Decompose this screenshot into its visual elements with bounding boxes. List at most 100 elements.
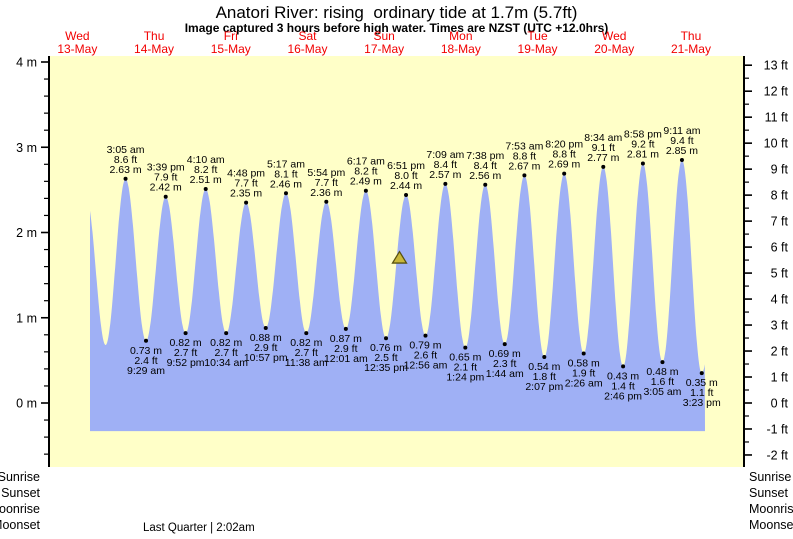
y-axis-right-minor-tick	[744, 129, 749, 131]
day-name-label: Wed	[602, 29, 626, 43]
low-tide-ft-label: 1.9 ft	[572, 368, 595, 380]
high-tide-ft-label: 9.4 ft	[670, 135, 693, 147]
moon-phase-label: Last Quarter | 2:02am	[143, 522, 255, 534]
y-axis-left-tick-label: 1 m	[16, 311, 37, 325]
high-tide-m-label: 2.36 m	[310, 187, 342, 199]
low-tide-time-label: 9:52 pm	[167, 357, 205, 369]
high-tide-m-label: 2.42 m	[150, 182, 182, 194]
y-axis-right-tick-label: 7 ft	[771, 215, 789, 229]
low-tide-time-label: 12:56 am	[404, 360, 448, 372]
high-tide-ft-label: 9.2 ft	[631, 138, 654, 150]
high-tide-point	[601, 164, 606, 169]
low-tide-point	[502, 342, 507, 347]
low-tide-ft-label: 2.1 ft	[454, 362, 477, 374]
y-axis-right-major-tick	[744, 116, 752, 118]
low-tide-time-label: 12:35 pm	[364, 362, 408, 374]
low-tide-point	[263, 325, 268, 330]
high-tide-point	[324, 199, 329, 204]
low-tide-ft-label: 2.3 ft	[493, 358, 516, 370]
high-tide-point	[679, 158, 684, 163]
high-tide-ft-label: 8.4 ft	[474, 160, 497, 172]
low-tide-time-label: 11:38 am	[285, 357, 328, 369]
y-axis-left-minor-tick	[44, 214, 49, 217]
low-tide-m-label: 0.58 m	[568, 358, 600, 370]
y-axis-right-tick-label: 9 ft	[771, 163, 789, 177]
high-tide-time-label: 6:51 pm	[387, 160, 425, 172]
y-axis-right-minor-tick	[744, 155, 749, 157]
day-name-label: Fri	[224, 29, 238, 43]
y-axis-right-tick-label: 6 ft	[771, 241, 789, 255]
y-axis-right-minor-tick	[744, 337, 749, 339]
day-name-label: Sat	[298, 29, 317, 43]
y-axis-left-minor-tick	[44, 334, 49, 336]
y-axis-left-major-tick	[41, 61, 49, 63]
y-axis-right-major-tick	[744, 64, 752, 67]
day-name-label: Sun	[373, 29, 394, 43]
y-axis-right-major-tick	[744, 90, 752, 92]
high-tide-time-label: 3:39 pm	[147, 162, 185, 174]
low-tide-ft-label: 1.6 ft	[651, 376, 674, 388]
day-date-label: 17-May	[364, 42, 404, 56]
low-tide-ft-label: 2.7 ft	[295, 347, 318, 359]
low-tide-ft-label: 2.9 ft	[334, 343, 357, 355]
low-tide-point	[144, 338, 149, 343]
y-axis-left-minor-tick	[44, 78, 49, 80]
low-tide-point	[581, 351, 586, 356]
y-axis-right-major-tick	[744, 350, 752, 352]
low-tide-time-label: 1:44 am	[486, 368, 524, 380]
y-axis-right-tick-label: 2 ft	[771, 345, 789, 359]
high-tide-time-label: 7:38 pm	[466, 150, 504, 162]
low-tide-m-label: 0.82 m	[170, 337, 202, 349]
high-tide-point	[244, 200, 249, 205]
low-tide-ft-label: 2.7 ft	[174, 347, 197, 359]
y-axis-right-major-tick	[744, 220, 752, 222]
high-tide-time-label: 7:09 am	[426, 149, 464, 161]
low-tide-time-label: 10:57 pm	[244, 352, 288, 364]
high-tide-time-label: 5:17 am	[267, 158, 305, 170]
low-tide-m-label: 0.65 m	[449, 352, 481, 364]
y-axis-right-major-tick	[744, 376, 752, 378]
y-axis-left-major-tick	[41, 146, 49, 149]
low-tide-point	[699, 371, 704, 376]
y-axis-right-minor-tick	[744, 259, 749, 261]
chart-subtitle: Image captured 3 hours before high water…	[184, 21, 609, 35]
high-tide-m-label: 2.81 m	[627, 148, 659, 160]
high-tide-m-label: 2.77 m	[587, 152, 619, 164]
y-axis-right-tick-label: -2 ft	[766, 448, 788, 462]
low-tide-time-label: 10:34 am	[204, 357, 248, 369]
low-tide-point	[660, 360, 665, 365]
high-tide-point	[443, 181, 448, 186]
high-tide-point	[483, 182, 488, 187]
y-axis-right-minor-tick	[744, 389, 749, 391]
low-tide-ft-label: 2.5 ft	[374, 352, 397, 364]
low-tide-m-label: 0.73 m	[130, 345, 162, 357]
y-axis-right-major-tick	[744, 402, 752, 404]
day-name-label: Tue	[527, 29, 548, 43]
low-tide-m-label: 0.35 m	[686, 377, 718, 389]
astro-label-left-moonrise: Moonrise	[0, 502, 40, 516]
day-date-label: 13-May	[57, 42, 97, 56]
y-axis-right-tick-label: 1 ft	[771, 371, 789, 385]
y-axis-right-minor-tick	[744, 103, 749, 105]
high-tide-point	[404, 192, 409, 197]
y-axis-left-minor-tick	[44, 197, 49, 199]
high-tide-ft-label: 7.9 ft	[154, 172, 177, 184]
high-tide-time-label: 8:58 pm	[624, 128, 662, 140]
low-tide-time-label: 12:01 am	[324, 353, 368, 365]
high-tide-point	[363, 188, 368, 193]
high-tide-m-label: 2.67 m	[508, 160, 540, 172]
y-axis-right-major-tick	[744, 168, 752, 170]
low-tide-time-label: 2:46 pm	[604, 390, 642, 402]
y-axis-left-minor-tick	[44, 95, 49, 97]
y-axis-right-minor-tick	[744, 415, 749, 417]
low-tide-m-label: 0.82 m	[290, 337, 322, 349]
y-axis-right-major-tick	[744, 142, 752, 144]
y-axis-right-tick-label: 11 ft	[765, 111, 789, 125]
y-axis-left-minor-tick	[44, 368, 49, 370]
low-tide-ft-label: 1.4 ft	[611, 380, 634, 392]
low-tide-time-label: 1:24 pm	[446, 372, 484, 384]
high-tide-time-label: 8:20 pm	[545, 139, 583, 151]
low-tide-time-label: 2:07 pm	[525, 381, 563, 393]
high-tide-ft-label: 8.8 ft	[553, 149, 576, 161]
